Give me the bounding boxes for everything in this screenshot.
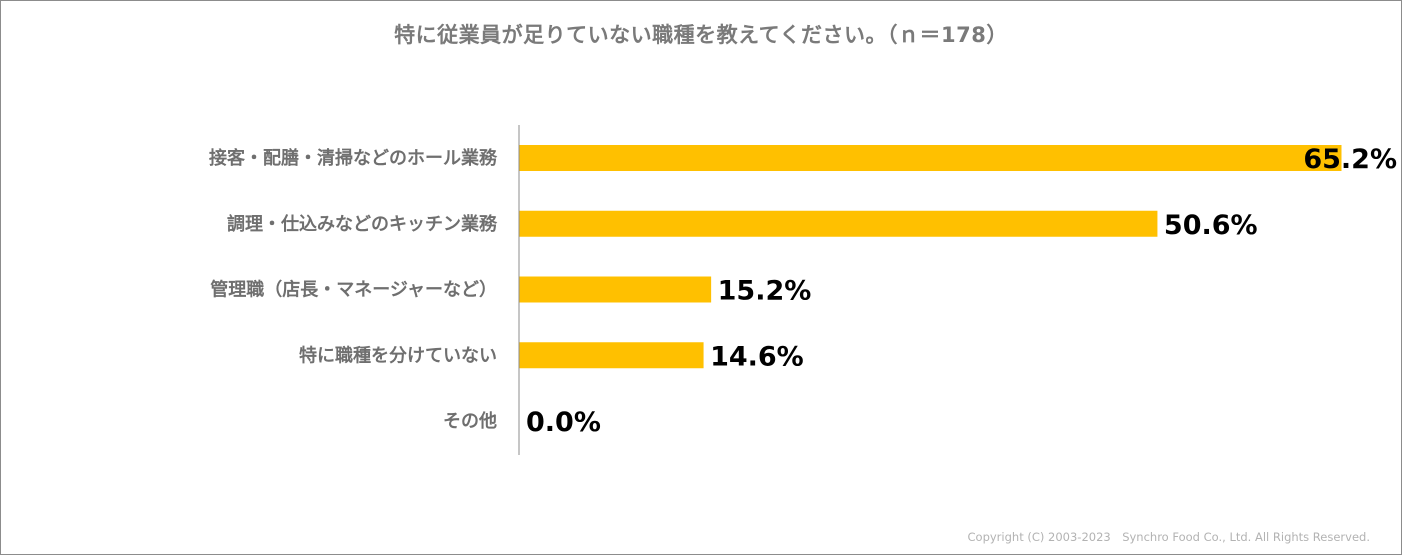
copyright-notice: Copyright (C) 2003-2023 Synchro Food Co.… (967, 530, 1370, 544)
value-label: 14.6% (710, 341, 804, 372)
chart-title: 特に従業員が足りていない職種を教えてください。（ｎ＝178） (394, 23, 1008, 47)
bar (519, 342, 704, 369)
bar (519, 145, 1342, 171)
value-label: 15.2% (718, 276, 812, 307)
category-label: 調理・仕込みなどのキッチン業務 (227, 213, 498, 235)
value-label: 50.6% (1164, 210, 1258, 241)
value-label: 65.2% (1303, 144, 1397, 175)
category-label: 管理職（店長・マネージャーなど） (210, 279, 497, 301)
category-label: その他 (443, 410, 497, 432)
category-label: 接客・配膳・清掃などのホール業務 (209, 147, 498, 169)
bar (519, 276, 712, 303)
category-label: 特に職種を分けていない (299, 344, 497, 366)
bars-layer: 接客・配膳・清掃などのホール業務 65.2% 調理・仕込みなどのキッチン業務 50.6… (209, 144, 1397, 438)
value-label: 0.0% (526, 407, 601, 438)
bar (519, 210, 1158, 237)
